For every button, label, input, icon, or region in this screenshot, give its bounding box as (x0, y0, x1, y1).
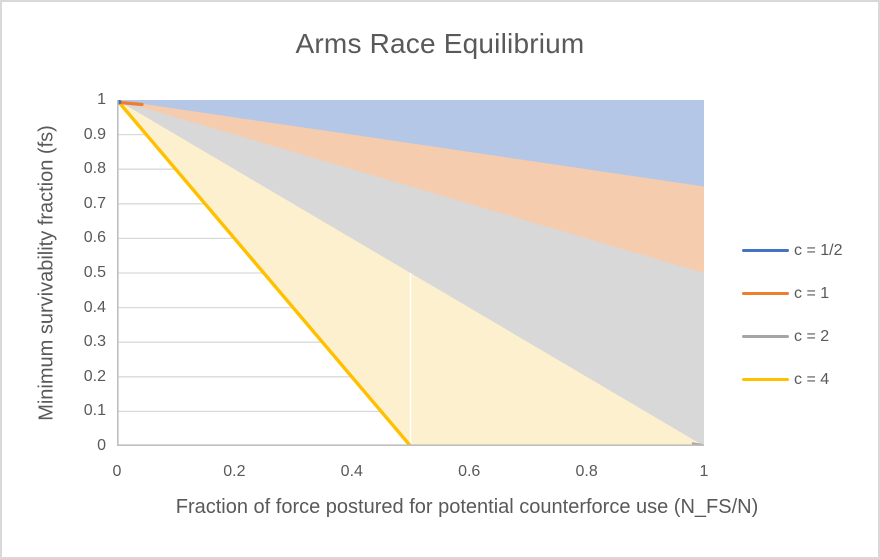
y-axis-tick-label: 0.4 (83, 298, 106, 316)
y-axis-tick-label: 0.2 (83, 367, 106, 385)
line-c-4 (117, 100, 413, 446)
x-axis-tick-label: 1 (699, 463, 709, 480)
y-axis-tick-label: 0.3 (83, 333, 106, 351)
legend-label: c = 2 (794, 327, 830, 345)
legend-line-swatch (742, 292, 789, 295)
x-axis-tick-label: 0 (112, 463, 122, 480)
y-axis-tick-label: 0.8 (83, 160, 106, 178)
legend-item-c-2: c = 2 (742, 315, 842, 358)
chart-title: Arms Race Equilibrium (295, 28, 585, 59)
origin-line-stub (118, 100, 144, 107)
y-axis-tick-label: 0.9 (83, 125, 106, 143)
area-c-1-2 (117, 100, 704, 187)
plot-area (117, 100, 704, 446)
x-axis-tick-label: 0.4 (340, 463, 363, 480)
x-axis-tick-label: 0.8 (575, 463, 598, 480)
y-axis-tick-label: 0.6 (83, 229, 106, 247)
y-axis-tick-label: 0.5 (83, 264, 106, 281)
legend-label: c = 1/2 (794, 241, 843, 259)
legend-label: c = 1 (794, 284, 830, 302)
x-axis-title: Fraction of force postured for potential… (175, 496, 759, 518)
y-axis-tick-label: 0.1 (83, 402, 106, 420)
legend-item-c-4: c = 4 (742, 358, 842, 401)
y-axis-tick-label: 0.7 (83, 194, 106, 212)
legend-item-c-1: c = 1 (742, 272, 842, 315)
y-axis-tick-label: 1 (97, 91, 106, 108)
y-axis-tick-label: 0 (97, 437, 106, 454)
x-axis-tick-label: 0.2 (223, 463, 246, 480)
legend-line-swatch (742, 249, 789, 252)
legend-line-swatch (742, 335, 789, 338)
chart-legend: c = 1/2 c = 1 c = 2 c = 4 (742, 229, 842, 401)
legend-item-c-1-2: c = 1/2 (742, 229, 842, 272)
legend-label: c = 4 (794, 370, 830, 388)
x-axis-tick-label: 0.6 (458, 463, 481, 480)
legend-line-swatch (742, 378, 789, 381)
